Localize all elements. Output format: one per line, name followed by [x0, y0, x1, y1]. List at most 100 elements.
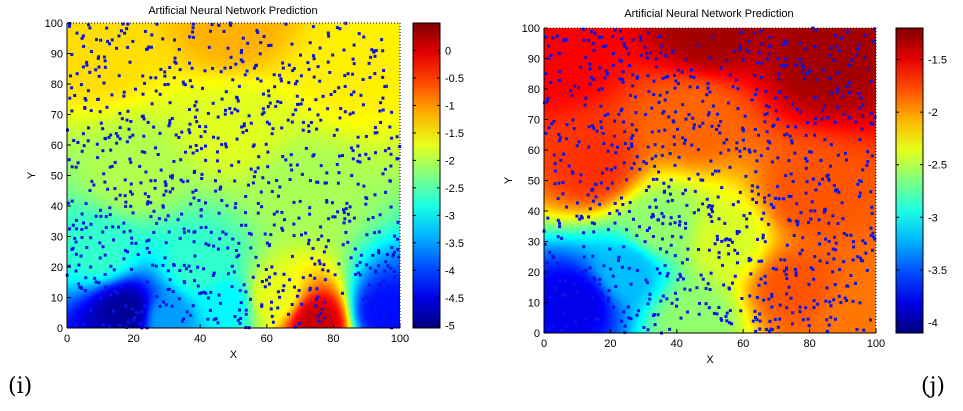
sample-point [863, 241, 867, 245]
sample-point [244, 223, 248, 227]
sample-point [326, 31, 330, 35]
sample-point [374, 270, 378, 274]
sample-point [300, 302, 304, 306]
sample-point [270, 265, 274, 269]
sample-point [651, 235, 655, 238]
sample-point [70, 86, 73, 90]
sample-point [784, 57, 788, 61]
sample-point [842, 231, 846, 235]
sample-point [758, 312, 762, 316]
sample-point [68, 24, 71, 28]
sample-point [154, 264, 158, 268]
sample-point [836, 222, 840, 225]
sample-point [845, 85, 849, 88]
sample-point [851, 299, 855, 303]
sample-point [193, 104, 197, 108]
sample-point [825, 261, 829, 265]
sample-point [812, 299, 816, 303]
sample-point [758, 319, 762, 323]
sample-point [649, 51, 652, 55]
sample-point [615, 209, 619, 213]
sample-point [369, 319, 373, 323]
sample-point [320, 234, 324, 238]
sample-point [731, 85, 735, 89]
sample-point [661, 222, 665, 226]
sample-point [827, 323, 831, 327]
sample-point [582, 231, 586, 235]
sample-point [130, 307, 134, 311]
sample-point [620, 107, 624, 111]
sample-point [162, 300, 165, 304]
sample-point [623, 142, 627, 145]
sample-point [865, 268, 869, 272]
sample-point [262, 35, 266, 38]
sample-point [658, 247, 662, 251]
sample-point [691, 116, 695, 120]
sample-point [637, 309, 640, 313]
sample-point [561, 192, 565, 196]
sample-point [207, 45, 211, 49]
sample-point [612, 305, 616, 309]
sample-point [869, 226, 873, 230]
sample-point [256, 166, 260, 170]
sample-point [825, 318, 829, 322]
sample-point [762, 211, 766, 215]
sample-point [161, 204, 165, 208]
sample-point [226, 246, 230, 250]
sample-point [89, 109, 93, 113]
sample-point [254, 255, 258, 259]
sample-point [126, 320, 130, 324]
sample-point [134, 241, 138, 245]
sample-point [793, 267, 797, 271]
sample-point [307, 67, 311, 71]
sample-point [678, 272, 682, 276]
sample-point [808, 150, 812, 154]
sample-point [208, 308, 212, 312]
sample-point [741, 129, 745, 133]
sample-point [342, 208, 345, 212]
sample-point [856, 255, 860, 259]
sample-point [287, 63, 291, 67]
sample-point [598, 318, 601, 322]
sample-point [647, 185, 651, 189]
sample-point [565, 123, 569, 127]
sample-point [653, 198, 657, 202]
sample-point [238, 321, 242, 325]
sample-point [81, 34, 85, 38]
sample-point [859, 180, 863, 183]
sample-point [73, 94, 77, 97]
sample-point [646, 302, 650, 306]
sample-point [760, 259, 764, 263]
sample-point [341, 154, 344, 158]
sample-point [740, 297, 744, 300]
sample-point [128, 229, 132, 233]
sample-point [697, 208, 700, 212]
sample-point [392, 270, 396, 274]
sample-point [809, 266, 813, 270]
sample-point [606, 112, 610, 116]
sample-point [390, 136, 394, 140]
sample-point [380, 284, 384, 288]
sample-point [760, 42, 764, 46]
sample-point [233, 315, 237, 319]
sample-point [745, 217, 749, 221]
sample-point [326, 107, 330, 111]
heatmap-field [544, 28, 876, 333]
sample-point [222, 29, 226, 33]
sample-point [73, 236, 77, 240]
sample-point [284, 158, 288, 162]
sample-point [353, 247, 357, 251]
sample-point [684, 221, 688, 225]
sample-point [558, 70, 562, 74]
sample-point [146, 47, 150, 51]
sample-point [869, 234, 873, 238]
sample-point [178, 236, 182, 240]
sample-point [657, 170, 661, 174]
sample-point [74, 227, 78, 231]
sample-point [591, 254, 595, 258]
sample-point [168, 119, 172, 123]
sample-point [359, 253, 363, 257]
sample-point [767, 222, 770, 226]
sample-point [286, 118, 290, 122]
sample-point [247, 183, 250, 187]
